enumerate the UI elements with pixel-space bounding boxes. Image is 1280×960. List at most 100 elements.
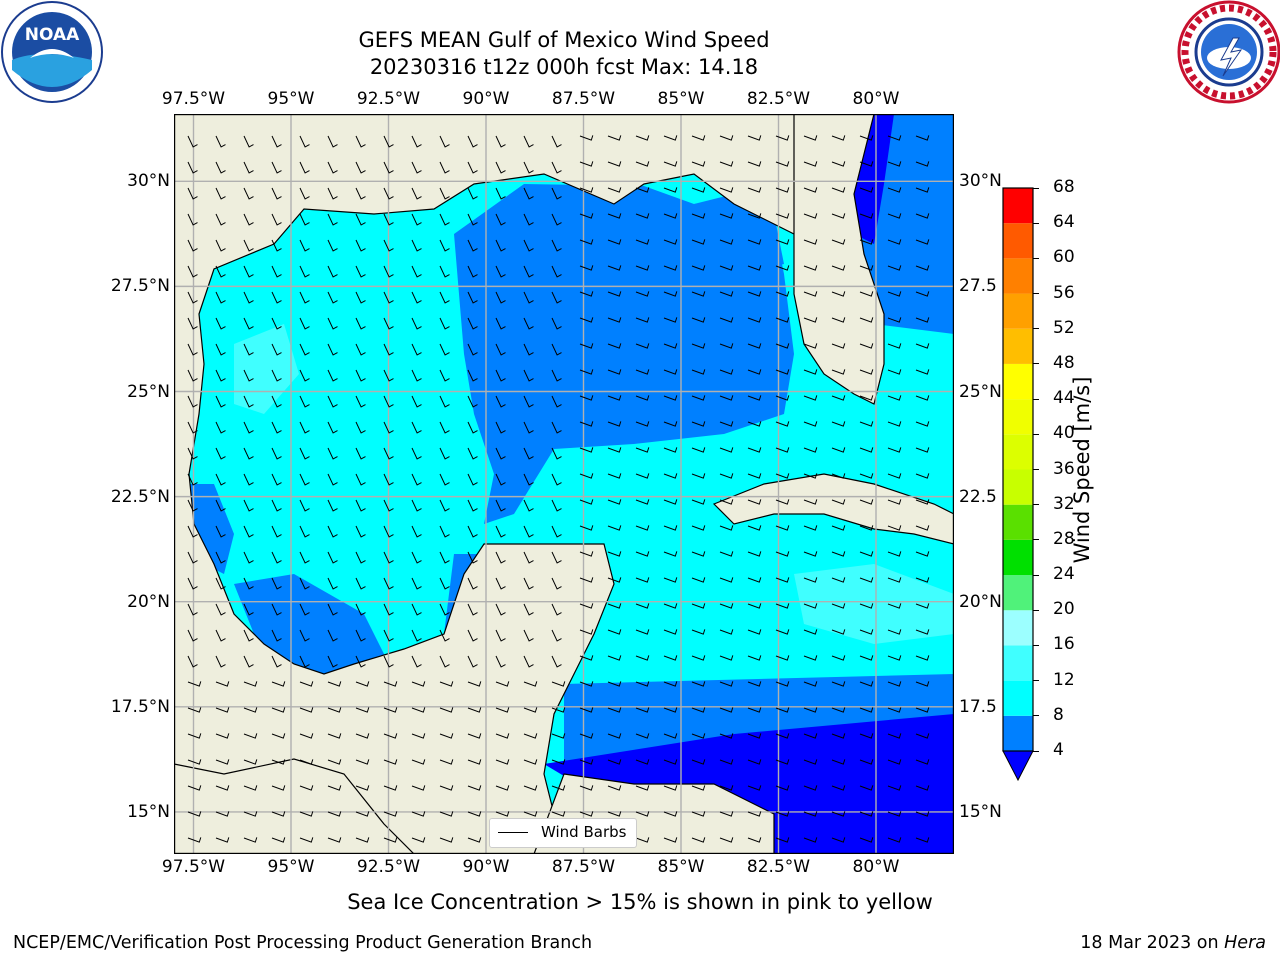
wind-barb (607, 447, 622, 453)
wind-barb (915, 447, 930, 453)
wind-barb (327, 265, 338, 278)
wind-barb (831, 213, 846, 219)
wind-barb (719, 837, 734, 843)
wind-barb (803, 421, 818, 427)
wind-barb (439, 525, 450, 538)
wind-barb (887, 499, 902, 505)
wind-barb (775, 759, 790, 765)
wind-barb (635, 135, 650, 141)
wind-barb (803, 239, 818, 245)
wind-barb (551, 525, 562, 538)
wind-barb (299, 811, 314, 817)
wind-barb (803, 551, 818, 557)
wind-barb (523, 655, 534, 668)
wind-barb (551, 187, 562, 200)
wind-barb (803, 525, 818, 531)
wind-barb (271, 733, 286, 739)
wind-barb (915, 473, 930, 479)
wind-barb (551, 369, 562, 382)
wind-barb (915, 655, 930, 661)
wind-barb (551, 655, 562, 668)
wind-barb (411, 577, 422, 590)
wind-barb (271, 707, 286, 713)
wind-barb (607, 395, 622, 401)
wind-barb (915, 239, 930, 245)
wind-barb (747, 265, 762, 271)
colorbar-bin (1003, 399, 1033, 435)
wind-barb (215, 525, 226, 538)
land-central-america (174, 758, 415, 854)
wind-barb (691, 317, 706, 323)
wind-barb (887, 187, 902, 193)
wind-barb (831, 577, 846, 583)
wind-barb (691, 655, 706, 661)
wind-barb (607, 525, 622, 531)
wind-barb (635, 343, 650, 349)
wind-barb (887, 733, 902, 739)
wind-barb (831, 655, 846, 661)
wind-barb (635, 317, 650, 323)
wind-barb (635, 811, 650, 817)
wind-barb (775, 369, 790, 375)
wind-barb (187, 421, 198, 434)
wind-barb (607, 811, 622, 817)
wind-barb (215, 421, 226, 434)
wind-barb (607, 707, 622, 713)
wind-barb (859, 447, 874, 453)
wind-barb (859, 369, 874, 375)
wind-barb (775, 499, 790, 505)
wind-barb (327, 239, 338, 252)
wind-barb (187, 161, 198, 174)
wind-barb (579, 421, 594, 427)
wind-barb (719, 213, 734, 219)
wind-barb (691, 135, 706, 141)
wind-barb (495, 551, 506, 564)
wind-barb (271, 499, 282, 512)
wind-barb (271, 629, 282, 642)
wind-barb (775, 811, 790, 817)
colorbar-tick-label: 4 (1053, 740, 1064, 760)
wind-barb (411, 239, 422, 252)
wind-barb (859, 135, 874, 141)
wind-barb (271, 759, 286, 765)
wind-barb (803, 603, 818, 609)
wind-barb (915, 603, 930, 609)
wind-barb (327, 343, 338, 356)
colorbar-tick-mark (1033, 257, 1039, 259)
wind-barb (551, 421, 562, 434)
wind-barb (663, 551, 678, 557)
wind-barbs (187, 135, 930, 843)
wind-barb (831, 681, 846, 687)
wind-barb (243, 629, 254, 642)
wind-barb (495, 447, 506, 460)
wind-barb (635, 239, 650, 245)
wind-barb (887, 837, 902, 843)
wind-barb (719, 291, 734, 297)
colorbar-bin (1003, 328, 1033, 364)
wind-barb (691, 759, 706, 765)
wind-barb (299, 629, 310, 642)
wind-barb (551, 265, 562, 278)
wind-barb (607, 681, 622, 687)
colorbar-tick-label: 44 (1053, 388, 1075, 409)
wind-barb (187, 343, 198, 356)
lon-label-bottom: 97.5°W (161, 857, 226, 877)
wind-barb (411, 759, 426, 765)
wind-barb (719, 499, 734, 505)
wind-barb (439, 707, 454, 713)
wind-barb (271, 447, 282, 460)
footer-credit: NCEP/EMC/Verification Post Processing Pr… (13, 933, 593, 953)
wind-barb (663, 213, 678, 219)
wind-barb (691, 291, 706, 297)
wind-barb (187, 499, 198, 512)
wind-barb (355, 187, 366, 200)
wind-barb (467, 135, 478, 148)
colorbar-tick-mark (1033, 574, 1039, 576)
wind-barb (523, 447, 534, 460)
wind-barb (607, 629, 622, 635)
wind-barb (495, 733, 510, 739)
wind-barb (831, 811, 846, 817)
wind-barb (915, 629, 930, 635)
colorbar-tick-label: 60 (1053, 247, 1075, 268)
wind-barb (495, 603, 506, 616)
